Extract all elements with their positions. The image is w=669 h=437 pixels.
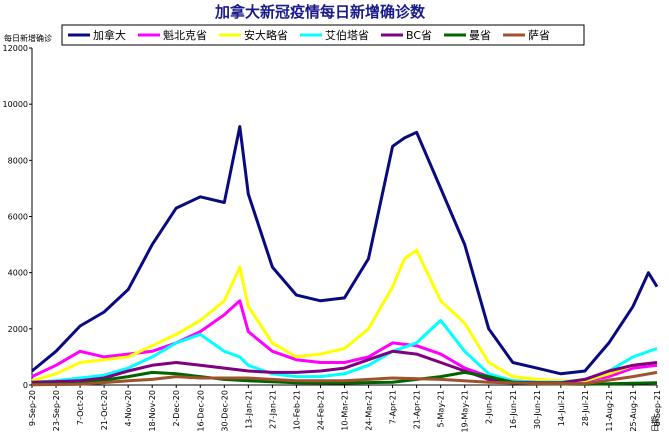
x-tick-label: 13-Jan-21 — [244, 390, 253, 429]
legend-entry: 曼省 — [469, 29, 491, 42]
x-tick-label: 7-Oct-20 — [76, 390, 85, 425]
series-line — [31, 125, 659, 376]
x-tick-label: 30-Jun-21 — [533, 390, 542, 429]
x-tick-label: 16-Dec-20 — [196, 390, 205, 432]
series-line — [31, 248, 658, 383]
x-tick-label: 24-Mar-21 — [365, 390, 374, 431]
x-tick-label: 23-Sep-20 — [52, 390, 61, 431]
x-tick-label: 14-Jul-21 — [557, 390, 566, 426]
plot-area: 0 2000 4000 6000 8000 10000 12000 9-Sep-20 23-S… — [3, 44, 662, 433]
x-tick-label: 24-Feb-21 — [316, 390, 325, 430]
legend-box — [61, 24, 585, 46]
x-tick-label: 28-Jul-21 — [581, 390, 590, 426]
y-tick-label: 10000 — [3, 100, 28, 109]
x-tick-label: 10-Feb-21 — [292, 390, 301, 430]
x-tick-label: 2-Jun-21 — [485, 390, 494, 424]
y-axis-label: 每日新增确诊 — [4, 33, 52, 43]
x-tick-label: 7-Apr-21 — [389, 390, 398, 424]
x-tick-label: 8-Sep-21 — [653, 390, 662, 426]
legend-entry: 艾伯塔省 — [325, 28, 369, 42]
x-tick-label: 11-Aug-21 — [605, 390, 614, 432]
x-tick-label: 27-Jan-21 — [268, 390, 277, 429]
x-tick-label: 19-May-21 — [461, 390, 470, 433]
x-tick-label: 18-Nov-20 — [148, 390, 157, 432]
x-tick-label: 4-Nov-20 — [124, 390, 133, 426]
x-tick-label: 21-Oct-20 — [100, 390, 109, 430]
y-tick-label: 4000 — [8, 269, 28, 278]
legend-entry: 安大略省 — [244, 28, 288, 42]
legend-entry: 魁北克省 — [163, 28, 207, 42]
legend-entry: 加拿大 — [93, 28, 126, 42]
x-axis-label: 日期 — [651, 416, 660, 432]
y-tick-label: 12000 — [3, 44, 28, 53]
x-tick-label: 16-Jun-21 — [509, 390, 518, 429]
legend-entry: 萨省 — [528, 29, 550, 42]
y-tick-label: 6000 — [8, 213, 28, 222]
x-tick-label: 2-Dec-20 — [172, 390, 181, 427]
y-tick-label: 0 — [23, 381, 28, 390]
x-tick-label: 5-May-21 — [437, 390, 446, 427]
x-tick-label: 10-Mar-21 — [341, 390, 350, 431]
x-tick-label: 21-Apr-21 — [413, 390, 422, 429]
chart-title: 加拿大新冠疫情每日新增确诊数 — [214, 3, 426, 21]
series-line — [31, 370, 658, 387]
legend-entry: BC省 — [406, 29, 432, 42]
legend: 加拿大 魁北克省 安大略省 艾伯塔省 BC省 曼省 萨省 — [61, 24, 585, 46]
x-tick-label: 9-Sep-20 — [28, 390, 37, 426]
y-tick-label: 8000 — [8, 156, 28, 165]
x-tick-label: 30-Dec-20 — [220, 390, 229, 432]
y-tick-label: 2000 — [8, 325, 28, 334]
x-tick-label: 25-Aug-21 — [629, 390, 638, 432]
